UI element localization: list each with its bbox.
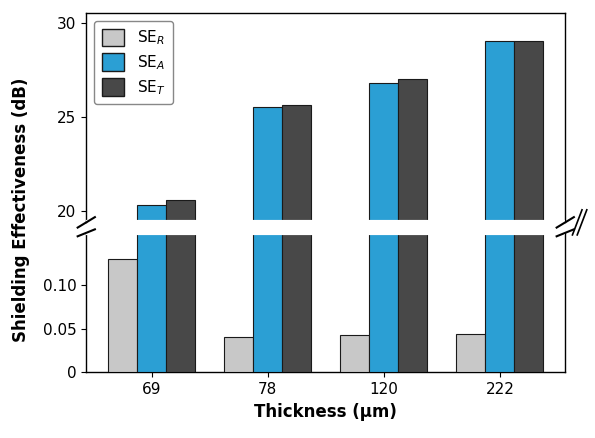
- Bar: [486, 42, 515, 438]
- Bar: [486, 0, 515, 372]
- Bar: [224, 337, 253, 372]
- Bar: [137, 205, 166, 438]
- Text: Shielding Effectiveness (dB): Shielding Effectiveness (dB): [12, 78, 30, 343]
- Bar: [398, 79, 427, 438]
- Bar: [166, 200, 195, 438]
- Legend: SE$_R$, SE$_A$, SE$_T$: SE$_R$, SE$_A$, SE$_T$: [94, 21, 173, 104]
- Bar: [456, 334, 486, 372]
- Bar: [515, 0, 543, 372]
- Bar: [369, 0, 398, 372]
- X-axis label: Thickness (μm): Thickness (μm): [254, 403, 397, 420]
- Bar: [398, 0, 427, 372]
- Bar: [340, 335, 369, 372]
- Bar: [108, 259, 137, 372]
- Bar: [253, 0, 282, 372]
- Bar: [166, 0, 195, 372]
- Bar: [369, 83, 398, 438]
- Bar: [137, 0, 166, 372]
- Bar: [282, 0, 311, 372]
- Bar: [253, 107, 282, 438]
- Bar: [515, 42, 543, 438]
- Bar: [282, 106, 311, 438]
